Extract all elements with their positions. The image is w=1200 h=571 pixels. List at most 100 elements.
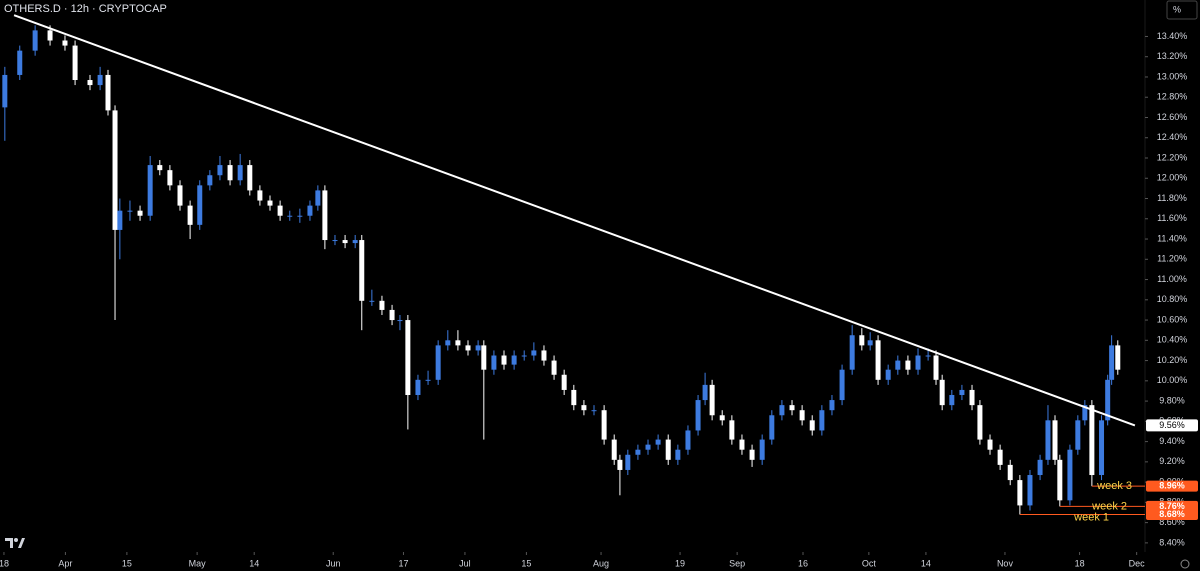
candle-body <box>481 345 487 370</box>
candle-body <box>779 405 785 416</box>
level-price-label: 8.68% <box>1159 509 1185 519</box>
candle-body <box>617 459 623 470</box>
candle-body <box>352 240 358 244</box>
candle-body <box>1017 480 1023 506</box>
y-tick-label: 10.80% <box>1157 294 1188 304</box>
candle-body <box>369 300 375 302</box>
candle-body <box>829 400 835 411</box>
candle-body <box>1007 464 1013 481</box>
unit-label[interactable]: % <box>1173 4 1181 14</box>
candle-body <box>541 350 547 361</box>
candle-body <box>969 389 975 406</box>
candle-body <box>257 190 263 201</box>
candle-body <box>729 420 735 440</box>
candle-body <box>635 449 641 455</box>
candle-body <box>531 350 537 356</box>
candle-body <box>959 389 965 396</box>
candle-body <box>875 340 881 380</box>
candle-body <box>307 205 313 216</box>
candle-body <box>601 410 607 440</box>
candle-body <box>287 215 293 217</box>
unit-button[interactable] <box>1166 0 1198 20</box>
x-tick-label: Apr <box>58 558 72 568</box>
candle-body <box>987 439 993 450</box>
candle-body <box>87 80 93 86</box>
candle-body <box>1052 420 1058 460</box>
candle-body <box>1027 475 1033 506</box>
candle-body <box>819 410 825 431</box>
candle-body <box>789 405 795 411</box>
candle-body <box>933 355 939 380</box>
candle-body <box>17 50 23 75</box>
settings-icon[interactable] <box>1180 559 1190 569</box>
candle-body <box>939 379 945 406</box>
level-price-label: 8.76% <box>1159 501 1185 511</box>
trendline <box>13 14 1136 427</box>
candle-body <box>217 165 223 176</box>
candle-body <box>769 415 775 440</box>
y-tick-label: 11.20% <box>1157 254 1187 264</box>
price-label: 9.56% <box>1159 420 1185 430</box>
y-tick-label: 12.80% <box>1157 92 1188 102</box>
candle-body <box>389 309 395 321</box>
candle-body <box>105 74 111 111</box>
candle-body <box>445 340 451 346</box>
level-price-box <box>1146 509 1198 521</box>
x-tick-label: 14 <box>921 558 931 568</box>
candle-body <box>1082 405 1088 421</box>
candle-body <box>915 355 921 370</box>
candle-body <box>709 384 715 416</box>
candle-body <box>1099 420 1105 476</box>
candle-body <box>137 210 143 216</box>
candle-body <box>1109 345 1115 380</box>
x-tick-label: 16 <box>798 558 808 568</box>
y-tick-label: 12.20% <box>1157 152 1188 162</box>
candle-body <box>177 185 183 206</box>
x-tick-label: 18 <box>1075 558 1085 568</box>
candle-body <box>455 340 461 346</box>
level-name: week 3 <box>1096 480 1132 492</box>
candle-body <box>885 369 891 380</box>
candle-body <box>702 384 708 401</box>
candle-body <box>675 449 681 460</box>
candle-body <box>112 110 118 230</box>
x-tick-label: 18 <box>0 558 9 568</box>
y-tick-label: 12.00% <box>1157 173 1188 183</box>
x-tick-label: Aug <box>593 558 609 568</box>
x-tick-label: Oct <box>862 558 877 568</box>
level-name: week 1 <box>1073 511 1109 523</box>
candle-body <box>867 340 873 346</box>
y-tick-label: 9.20% <box>1159 456 1185 466</box>
y-tick-label: 12.60% <box>1157 112 1188 122</box>
x-tick-label: Jul <box>459 558 471 568</box>
candle-body <box>645 444 651 450</box>
candle-body <box>435 345 441 380</box>
y-tick-label: 10.40% <box>1157 335 1188 345</box>
y-tick-label: 8.60% <box>1159 517 1185 527</box>
x-tick-label: 15 <box>521 558 531 568</box>
candle-body <box>405 320 411 396</box>
candle-body <box>379 300 385 310</box>
candle-body <box>665 439 671 460</box>
y-tick-label: 10.60% <box>1157 314 1188 324</box>
candle-body <box>719 415 725 421</box>
candle-body <box>511 355 517 365</box>
candle-body <box>905 360 911 370</box>
candle-body <box>839 369 845 401</box>
level-name: week 2 <box>1091 500 1127 512</box>
candle-body <box>625 454 631 470</box>
candle-body <box>739 439 745 450</box>
candle-body <box>1045 420 1051 460</box>
candle-body <box>1067 449 1073 501</box>
candle-body <box>849 335 855 370</box>
candle-body <box>32 30 38 51</box>
candle-body <box>561 374 567 390</box>
candle-body <box>799 410 805 421</box>
y-tick-label: 11.60% <box>1157 213 1187 223</box>
candle-body <box>1105 379 1111 421</box>
x-tick-label: May <box>189 558 207 568</box>
candle-body <box>581 405 587 411</box>
